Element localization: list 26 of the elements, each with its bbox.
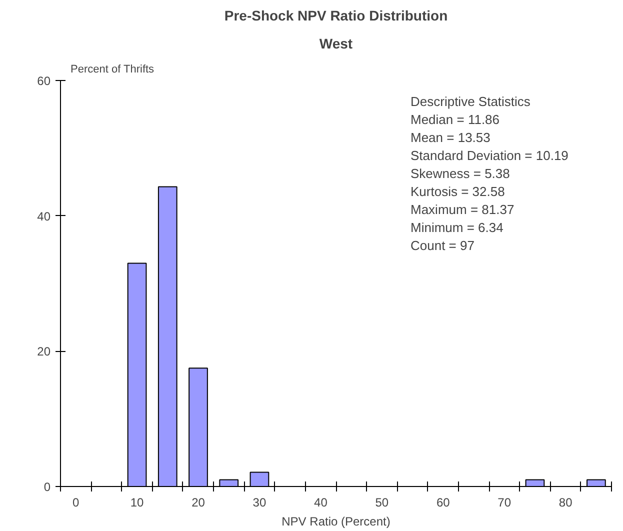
annotation: Median = 11.86 [410, 112, 500, 127]
y-tick-label: 0 [44, 480, 51, 494]
x-tick-label: 70 [498, 496, 512, 510]
x-tick-label: 20 [192, 496, 206, 510]
annotation: Skewness = 5.38 [410, 166, 510, 181]
x-tick-label: 30 [252, 496, 266, 510]
annotation: Count = 97 [410, 238, 474, 253]
chart-subtitle: West [319, 36, 353, 52]
x-tick-label: 50 [375, 496, 389, 510]
annotation: Maximum = 81.37 [410, 202, 514, 217]
y-tick-label: 20 [37, 344, 51, 359]
y-tick-label: 60 [37, 74, 51, 88]
chart-title: Pre-Shock NPV Ratio Distribution [224, 8, 448, 24]
annotation: Minimum = 6.34 [410, 220, 504, 235]
x-axis-title: NPV Ratio (Percent) [282, 514, 390, 528]
y-axis-title: Percent of Thrifts [70, 64, 155, 76]
annotation: Standard Deviation = 10.19 [410, 148, 568, 163]
annotation: Descriptive Statistics [410, 94, 531, 109]
annotation: Mean = 13.53 [410, 130, 490, 145]
y-tick-label: 40 [37, 209, 51, 224]
x-tick-label: 60 [436, 496, 450, 510]
x-tick-label: 80 [558, 496, 573, 510]
x-tick-label: 10 [130, 496, 144, 510]
annotation: Kurtosis = 32.58 [410, 184, 505, 199]
x-tick-label: 0 [72, 496, 80, 510]
x-tick-label: 40 [314, 496, 328, 510]
